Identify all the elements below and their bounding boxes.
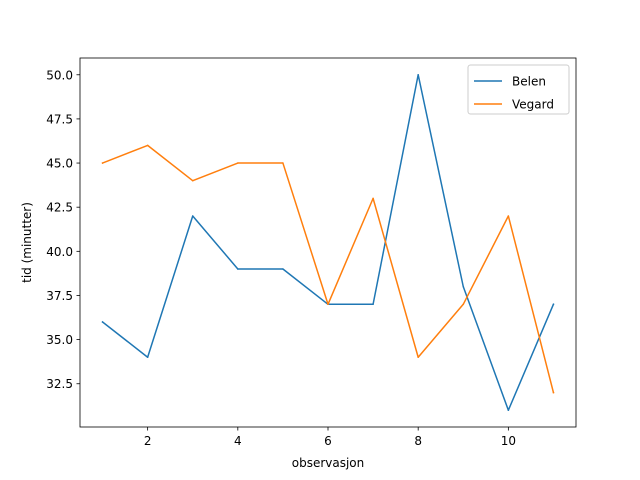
- data-point-belen: [282, 268, 284, 270]
- y-tick-label: 50.0: [46, 68, 73, 82]
- legend: Belen Vegard: [467, 64, 570, 115]
- data-point-belen: [507, 409, 510, 411]
- data-point-vegard: [237, 162, 239, 164]
- x-tick-label: 6: [324, 434, 332, 448]
- y-tick-label: 35.0: [46, 333, 73, 347]
- legend-label-vegard: Vegard: [512, 98, 554, 112]
- data-point-vegard: [327, 303, 329, 306]
- x-tick-label: 8: [414, 434, 422, 448]
- data-point-vegard: [101, 162, 104, 164]
- legend-label-belen: Belen: [512, 75, 546, 89]
- data-point-belen: [552, 303, 555, 306]
- y-axis-label: tid (minutter): [20, 202, 34, 283]
- axis-ticks: 2 4 6 8 10 32.5 35.0 37.5 40.0 42.5 45.0 47.5 50.0: [46, 68, 516, 448]
- y-tick-label: 40.0: [46, 245, 73, 259]
- y-tick-label: 45.0: [46, 157, 73, 171]
- data-point-belen: [462, 285, 465, 288]
- data-point-belen: [237, 268, 239, 270]
- data-point-vegard: [191, 179, 194, 182]
- x-tick-label: 10: [501, 434, 516, 448]
- y-tick-label: 37.5: [46, 289, 73, 303]
- x-tick-label: 2: [144, 434, 152, 448]
- data-point-belen: [101, 321, 104, 323]
- x-tick-label: 4: [234, 434, 242, 448]
- data-point-vegard: [507, 215, 510, 217]
- y-tick-label: 47.5: [46, 112, 73, 126]
- legend-box: [467, 64, 570, 115]
- y-tick-label: 32.5: [46, 377, 73, 391]
- data-point-belen: [417, 74, 419, 76]
- y-tick-label: 42.5: [46, 201, 73, 215]
- data-point-vegard: [417, 356, 419, 359]
- data-point-vegard: [282, 162, 284, 164]
- data-point-vegard: [372, 197, 374, 200]
- data-point-vegard: [552, 391, 555, 394]
- x-axis-label: observasjon: [292, 456, 365, 470]
- data-point-belen: [191, 215, 194, 217]
- data-point-vegard: [146, 144, 149, 147]
- data-point-belen: [372, 303, 374, 306]
- plot-frame: [79, 57, 577, 428]
- data-point-vegard: [462, 303, 465, 306]
- plot-area: [101, 74, 555, 411]
- data-point-belen: [146, 356, 149, 359]
